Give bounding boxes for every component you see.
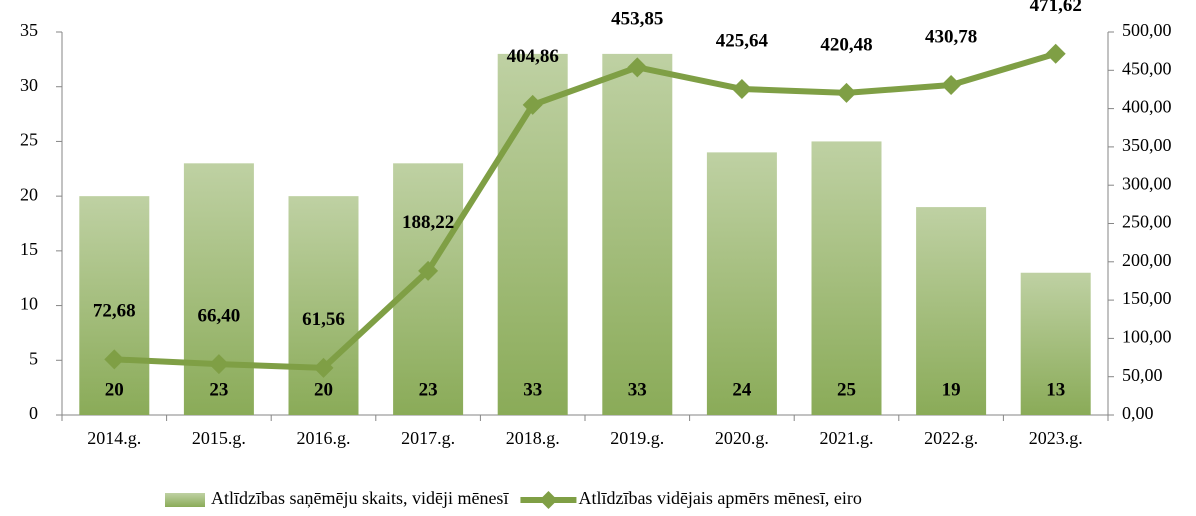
line-marker xyxy=(313,357,334,378)
line-marker xyxy=(1045,43,1066,64)
y2-tick-label: 50,00 xyxy=(1122,365,1163,385)
legend-label: Atlīdzības saņēmēju skaits, vidēji mēnes… xyxy=(211,488,509,508)
y2-tick-label: 450,00 xyxy=(1122,58,1172,78)
bar xyxy=(811,141,882,415)
y-tick-label: 5 xyxy=(29,348,38,368)
y-tick-label: 20 xyxy=(20,184,38,204)
y2-tick-label: 400,00 xyxy=(1122,97,1172,117)
line-marker xyxy=(836,82,857,103)
bar xyxy=(79,196,150,415)
line-marker xyxy=(627,57,648,78)
line-value-label: 453,85 xyxy=(611,9,663,30)
legend-marker xyxy=(539,491,558,509)
y2-tick-label: 100,00 xyxy=(1122,327,1172,347)
bar-value-label: 20 xyxy=(314,379,333,400)
y2-tick-label: 500,00 xyxy=(1122,20,1172,40)
bar xyxy=(288,196,359,415)
y-tick-label: 35 xyxy=(20,20,38,40)
x-tick-label: 2018.g. xyxy=(506,428,560,448)
x-tick-label: 2016.g. xyxy=(297,428,351,448)
x-tick-label: 2020.g. xyxy=(715,428,769,448)
bar-value-label: 13 xyxy=(1046,379,1065,400)
legend-label: Atlīdzības vidējais apmērs mēnesī, eiro xyxy=(578,488,861,508)
line-value-label: 471,62 xyxy=(1030,0,1082,16)
y-tick-label: 10 xyxy=(20,294,38,314)
bar xyxy=(393,163,464,415)
line-marker xyxy=(731,78,752,99)
line-value-label: 404,86 xyxy=(507,46,559,67)
x-tick-label: 2023.g. xyxy=(1029,428,1083,448)
y-tick-label: 15 xyxy=(20,239,38,259)
line-marker xyxy=(418,260,439,281)
bar xyxy=(1020,272,1091,415)
line-marker xyxy=(104,349,125,370)
bar xyxy=(916,207,987,415)
x-tick-label: 2022.g. xyxy=(924,428,978,448)
legend-swatch xyxy=(165,493,205,507)
bar xyxy=(706,152,777,415)
y2-tick-label: 350,00 xyxy=(1122,135,1172,155)
y2-tick-label: 250,00 xyxy=(1122,212,1172,232)
bar-value-label: 19 xyxy=(942,379,961,400)
line-value-label: 72,68 xyxy=(93,301,136,322)
y2-tick-label: 200,00 xyxy=(1122,250,1172,270)
bar-value-label: 20 xyxy=(105,379,124,400)
line-value-label: 188,22 xyxy=(402,212,454,233)
line-marker xyxy=(522,94,543,115)
line-value-label: 66,40 xyxy=(198,305,241,326)
line-value-label: 420,48 xyxy=(820,34,872,55)
line-marker xyxy=(941,75,962,96)
x-tick-label: 2019.g. xyxy=(610,428,664,448)
y2-tick-label: 150,00 xyxy=(1122,288,1172,308)
y2-tick-label: 300,00 xyxy=(1122,173,1172,193)
x-tick-label: 2017.g. xyxy=(401,428,455,448)
bar xyxy=(183,163,254,415)
line-value-label: 425,64 xyxy=(716,30,769,51)
bar-value-label: 33 xyxy=(523,379,542,400)
bar-value-label: 33 xyxy=(628,379,647,400)
bar xyxy=(602,53,673,416)
y-tick-label: 0 xyxy=(29,403,38,423)
y-tick-label: 25 xyxy=(20,130,38,150)
x-tick-label: 2014.g. xyxy=(87,428,141,448)
y2-tick-label: 0,00 xyxy=(1122,403,1154,423)
line-value-label: 61,56 xyxy=(302,309,345,330)
bar-value-label: 23 xyxy=(209,379,228,400)
line-value-label: 430,78 xyxy=(925,26,977,47)
y-tick-label: 30 xyxy=(20,75,38,95)
line xyxy=(114,50,1057,371)
x-tick-label: 2015.g. xyxy=(192,428,246,448)
bar-value-label: 24 xyxy=(732,379,752,400)
x-tick-label: 2021.g. xyxy=(820,428,874,448)
bar-value-label: 25 xyxy=(837,379,856,400)
line-marker xyxy=(208,354,229,375)
bar-value-label: 23 xyxy=(419,379,438,400)
